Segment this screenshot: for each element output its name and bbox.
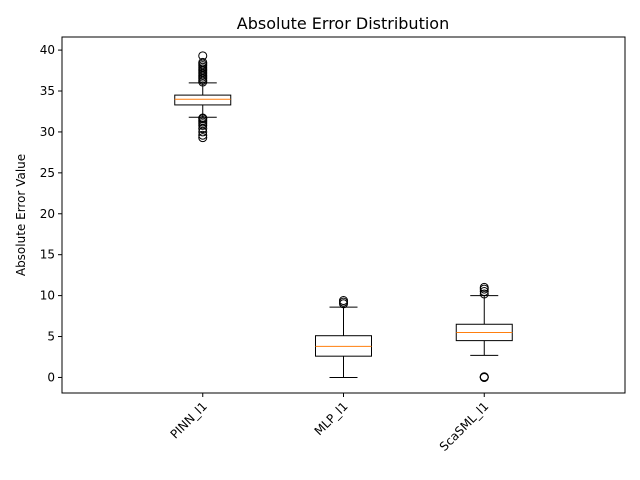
outlier-point	[198, 51, 208, 61]
y-axis-label: Absolute Error Value	[14, 154, 28, 276]
outlier-point	[198, 133, 208, 143]
y-tick-label: 25	[40, 166, 55, 180]
outlier-point	[339, 296, 348, 306]
y-tick-label: 5	[47, 330, 55, 344]
y-tick-label: 40	[40, 43, 55, 57]
outlier-point	[479, 282, 489, 292]
outlier-point	[479, 372, 489, 382]
outlier-point	[479, 289, 489, 299]
y-tick-label: 20	[40, 207, 55, 221]
outlier-point	[479, 287, 489, 297]
y-tick-label: 35	[40, 84, 55, 98]
chart-title: Absolute Error Distribution	[237, 14, 449, 33]
outlier-point	[198, 57, 208, 67]
outlier-point	[198, 130, 208, 140]
y-tick-label: 0	[47, 370, 55, 384]
iqr-box	[174, 94, 232, 106]
axes-frame	[61, 36, 626, 394]
y-tick-label: 15	[40, 248, 55, 262]
y-tick-label: 30	[40, 125, 55, 139]
y-tick-label: 10	[40, 289, 55, 303]
outlier-point	[198, 113, 208, 123]
